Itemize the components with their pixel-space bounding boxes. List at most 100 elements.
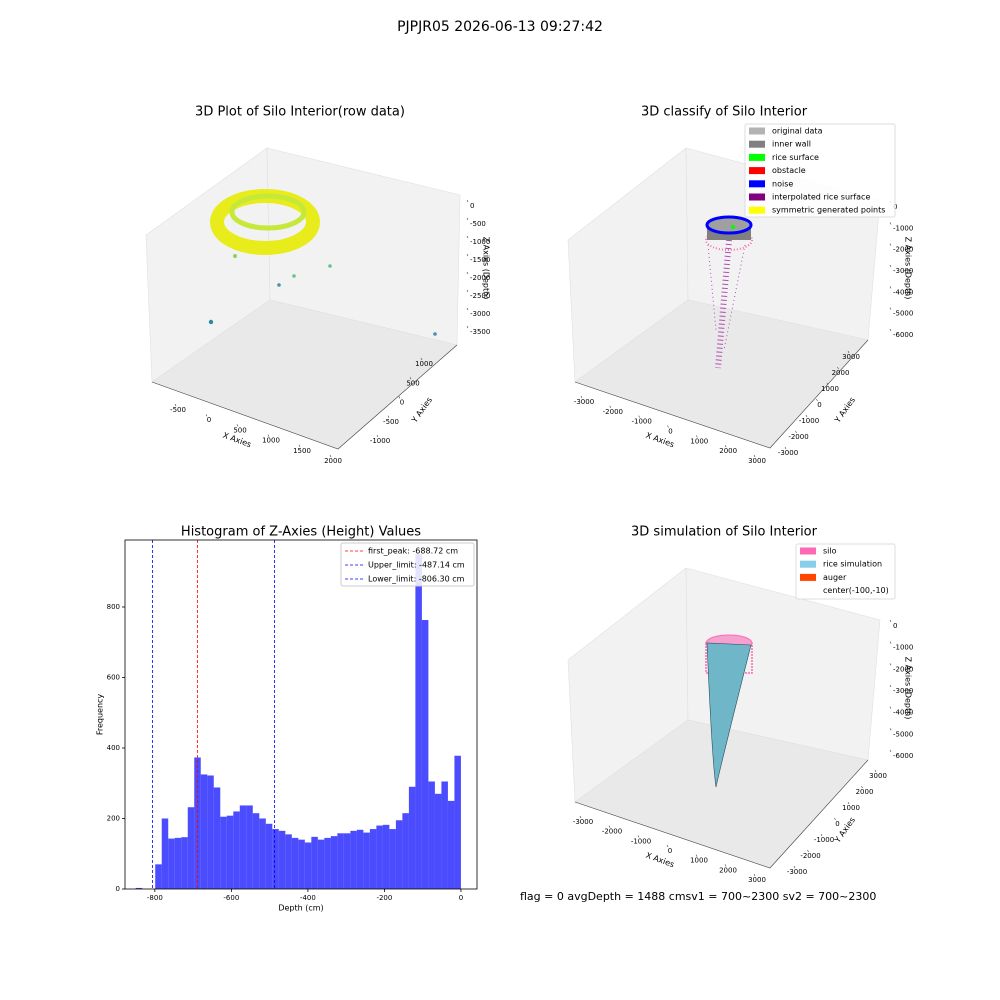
histogram-bar	[395, 820, 403, 889]
tick-mark	[889, 684, 892, 688]
legend-label: inner wall	[772, 140, 811, 149]
y-tick-label: -3000	[778, 449, 798, 457]
histogram-bar	[382, 824, 390, 889]
tick-mark	[847, 350, 850, 354]
tick-mark	[889, 264, 892, 268]
legend-swatch	[800, 547, 816, 555]
tick-mark	[724, 445, 727, 448]
tick-mark	[807, 849, 809, 853]
tick-mark	[466, 235, 469, 239]
histogram-bar	[369, 829, 377, 889]
tick-mark	[696, 435, 698, 438]
x-tick-label: 2000	[719, 447, 737, 455]
x-tick-label: -400	[300, 894, 316, 902]
chart-title: 3D simulation of Silo Interior	[631, 525, 818, 540]
histogram-bar	[194, 757, 201, 889]
histogram-bar	[213, 787, 221, 889]
histogram-bar	[246, 805, 253, 889]
y-axis-label: Frequency	[96, 694, 105, 736]
y-tick-label: 800	[107, 603, 120, 611]
histogram-bar	[317, 839, 325, 889]
tick-mark	[466, 271, 469, 275]
tick-mark	[889, 749, 892, 753]
tick-mark	[608, 825, 611, 828]
z-tick-label: -3000	[893, 687, 913, 695]
tick-mark	[793, 865, 796, 869]
tick-mark	[724, 864, 727, 867]
histogram-bar	[454, 755, 461, 889]
tick-mark	[236, 424, 239, 427]
z-tick-label: -6000	[893, 331, 913, 339]
x-tick-label: -1000	[631, 418, 651, 426]
legend-swatch	[749, 140, 765, 148]
legend-label: interpolated rice surface	[772, 193, 870, 202]
tick-mark	[889, 619, 892, 623]
tick-mark	[466, 289, 469, 293]
histogram-bar	[161, 818, 169, 889]
tick-mark	[889, 328, 892, 332]
histogram-bar	[239, 805, 247, 889]
legend-swatch	[749, 206, 765, 214]
tick-mark	[889, 222, 892, 225]
histogram-bar	[207, 775, 214, 889]
x-tick-label: -800	[147, 894, 163, 902]
tick-mark	[889, 663, 892, 666]
tick-mark	[387, 415, 390, 418]
z-tick-label: -4000	[893, 709, 913, 717]
legend-swatch	[749, 167, 765, 175]
tick-mark	[753, 873, 756, 877]
tick-mark	[267, 434, 270, 437]
x-tick-label: -3000	[573, 818, 593, 826]
x-tick-label: 0	[207, 416, 211, 424]
y-tick-label: 400	[107, 744, 120, 752]
y-tick-label: 0	[400, 399, 404, 407]
histogram-bar	[233, 811, 240, 889]
y-tick-label: 3000	[869, 772, 887, 780]
tick-mark	[174, 403, 177, 407]
y-tick-label: 600	[107, 673, 120, 681]
axis-line	[574, 339, 869, 449]
tick-mark	[205, 414, 208, 417]
legend-label: first_peak: -688.72 cm	[368, 547, 458, 556]
x-tick-label: 500	[233, 426, 246, 434]
tick-mark	[784, 446, 787, 450]
z-axis-label: Z Axies (Depth)	[904, 657, 913, 720]
chart-title: 3D Plot of Silo Interior(row data)	[195, 105, 405, 120]
y-tick-label: 200	[107, 814, 120, 822]
histogram-bar	[168, 838, 175, 889]
z-tick-label: -500	[470, 220, 486, 228]
legend-label: silo	[823, 547, 837, 556]
histogram-bar	[421, 620, 429, 889]
y-tick-label: 3000	[842, 353, 860, 361]
histogram-bar	[447, 800, 455, 889]
histogram-bar	[304, 842, 312, 889]
tick-mark	[837, 366, 839, 370]
histogram-bar	[291, 837, 299, 889]
histogram-bar	[135, 887, 143, 889]
tick-mark	[795, 430, 797, 434]
z-tick-label: -4000	[893, 288, 913, 296]
axis-line	[151, 344, 458, 450]
tick-mark	[638, 415, 640, 418]
footer-text: flag = 0 avgDepth = 1488 cmsv1 = 700~230…	[520, 890, 876, 903]
histogram-bar	[259, 818, 266, 889]
z-tick-label: -3500	[470, 328, 490, 336]
tick-mark	[889, 307, 892, 310]
tick-mark	[889, 286, 892, 289]
tick-mark	[398, 396, 401, 399]
z-axis-label: Z Axies (Depth)	[482, 237, 491, 300]
tick-mark	[816, 398, 818, 402]
legend-label: auger	[823, 573, 847, 582]
z-tick-label: -5000	[893, 310, 913, 318]
legend-label: rice surface	[772, 153, 819, 162]
tick-mark	[805, 414, 808, 418]
tick-mark	[861, 785, 863, 789]
y-tick-label: 500	[406, 379, 419, 387]
histogram-bar	[285, 834, 292, 889]
tick-mark	[889, 243, 892, 246]
histogram-bar	[181, 837, 188, 889]
histogram-bar	[402, 813, 409, 889]
y-tick-label: 0	[835, 820, 839, 828]
tick-mark	[820, 833, 823, 837]
